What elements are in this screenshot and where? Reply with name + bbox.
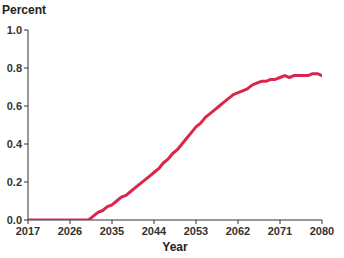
y-tick [24, 144, 28, 145]
y-axis-label: Percent [2, 3, 46, 17]
x-tick [196, 220, 197, 224]
y-tick [24, 30, 28, 31]
x-tick-label: 2035 [100, 225, 124, 237]
y-tick-label: 1.0 [7, 24, 22, 36]
y-tick [24, 106, 28, 107]
y-tick-label: 0.8 [7, 62, 22, 74]
y-tick-label: 0.4 [7, 138, 23, 150]
chart: 0.00.20.40.60.81.02017202620352044205320… [0, 0, 344, 258]
data-line [28, 74, 322, 220]
y-axis [28, 30, 29, 220]
y-tick [24, 182, 28, 183]
x-tick-label: 2026 [58, 225, 82, 237]
plot-area [28, 74, 322, 220]
x-tick [280, 220, 281, 224]
x-tick-label: 2071 [268, 225, 292, 237]
x-tick-label: 2080 [310, 225, 334, 237]
y-tick [24, 220, 28, 221]
x-tick-label: 2017 [16, 225, 40, 237]
y-tick-label: 0.2 [7, 176, 22, 188]
x-tick-label: 2053 [184, 225, 208, 237]
x-tick-label: 2044 [142, 225, 167, 237]
x-tick [112, 220, 113, 224]
x-tick [28, 220, 29, 224]
y-tick-label: 0.6 [7, 100, 22, 112]
x-tick [238, 220, 239, 224]
x-axis-label: Year [162, 240, 188, 254]
x-tick-label: 2062 [226, 225, 250, 237]
x-tick [154, 220, 155, 224]
x-tick [322, 220, 323, 224]
x-tick [70, 220, 71, 224]
y-tick [24, 68, 28, 69]
